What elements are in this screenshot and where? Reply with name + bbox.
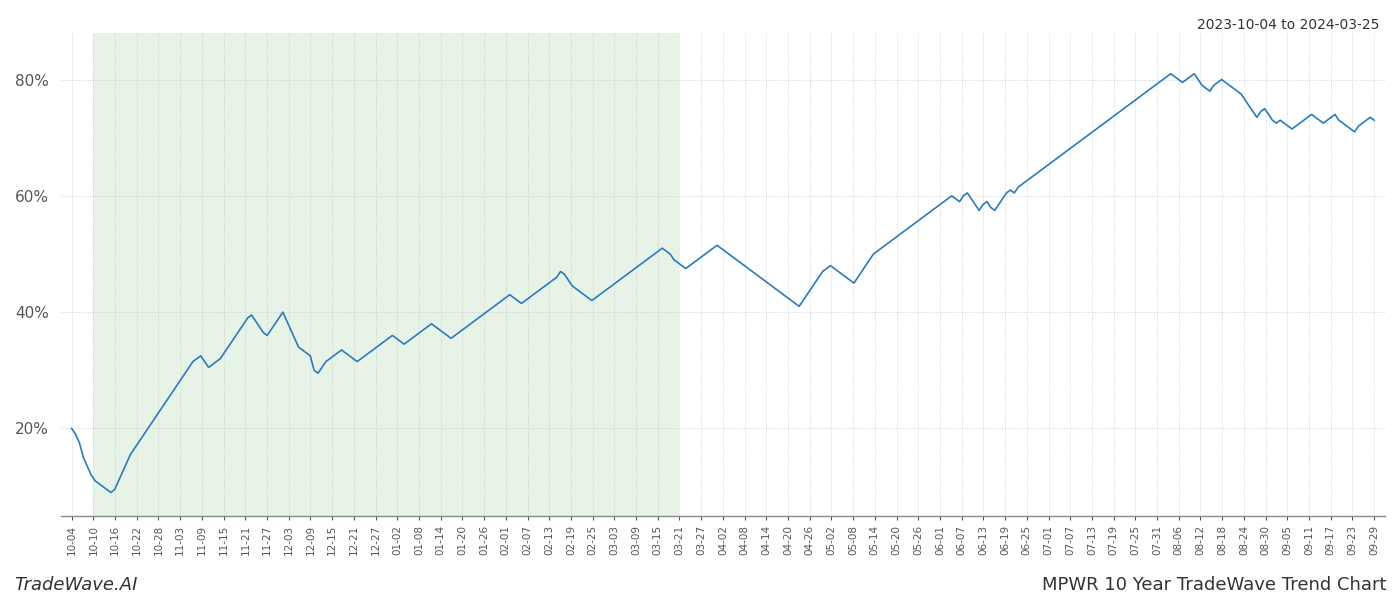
Text: MPWR 10 Year TradeWave Trend Chart: MPWR 10 Year TradeWave Trend Chart xyxy=(1042,576,1386,594)
Text: 2023-10-04 to 2024-03-25: 2023-10-04 to 2024-03-25 xyxy=(1197,18,1379,32)
Bar xyxy=(94,33,679,516)
Text: TradeWave.AI: TradeWave.AI xyxy=(14,576,137,594)
